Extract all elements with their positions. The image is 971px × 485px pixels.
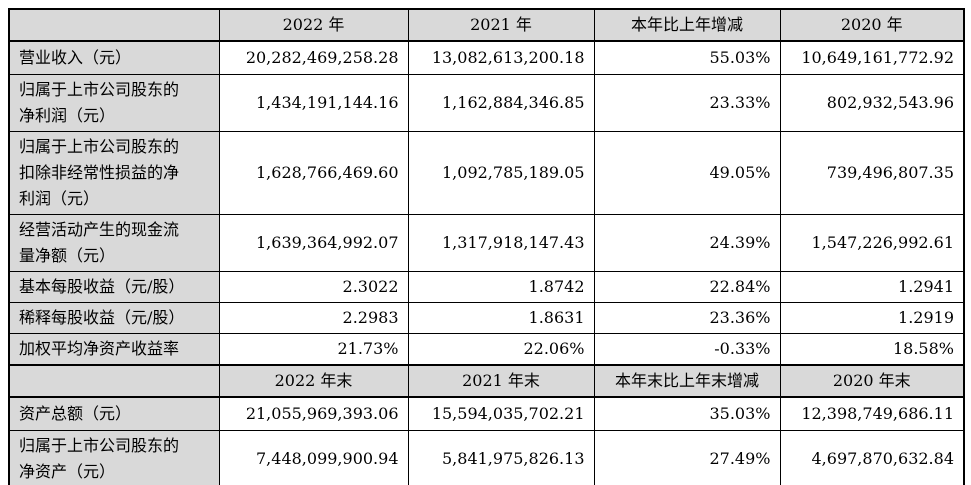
header-cell-2021: 2021 年: [407, 8, 595, 42]
header-cell-2021-end: 2021 年末: [407, 364, 595, 398]
table-row-diluted-eps: 稀释每股收益（元/股） 2.2983 1.8631 23.36% 1.2919: [8, 301, 965, 334]
value-cell: 13,082,613,200.18: [407, 40, 595, 75]
value-cell: 4,697,870,632.84: [779, 429, 965, 485]
value-cell: 1.8631: [407, 301, 595, 334]
row-label-cell: 归属于上市公司股东的 净利润（元）: [8, 73, 220, 132]
value-cell: 24.39%: [593, 213, 781, 272]
header-cell-2022-end: 2022 年末: [218, 364, 409, 398]
table-row-revenue: 营业收入（元） 20,282,469,258.28 13,082,613,200…: [8, 40, 965, 75]
header-row-annual: 2022 年 2021 年 本年比上年增减 2020 年: [8, 8, 965, 42]
value-cell: 12,398,749,686.11: [779, 396, 965, 431]
row-label-cell: 稀释每股收益（元/股）: [8, 301, 220, 334]
value-cell: 1,639,364,992.07: [218, 213, 409, 272]
table-row-net-profit: 归属于上市公司股东的 净利润（元） 1,434,191,144.16 1,162…: [8, 73, 965, 132]
value-cell: 49.05%: [593, 130, 781, 215]
value-cell: 15,594,035,702.21: [407, 396, 595, 431]
row-label-cell: 资产总额（元）: [8, 396, 220, 431]
value-cell: 35.03%: [593, 396, 781, 431]
value-cell: 1,317,918,147.43: [407, 213, 595, 272]
header-cell-2020-end: 2020 年末: [779, 364, 965, 398]
row-label-cell: 加权平均净资产收益率: [8, 332, 220, 366]
value-cell: 1,162,884,346.85: [407, 73, 595, 132]
value-cell: 1,092,785,189.05: [407, 130, 595, 215]
value-cell: 7,448,099,900.94: [218, 429, 409, 485]
value-cell: 21.73%: [218, 332, 409, 366]
value-cell: 1.2941: [779, 270, 965, 303]
table-row-operating-cash-flow: 经营活动产生的现金流 量净额（元） 1,639,364,992.07 1,317…: [8, 213, 965, 272]
value-cell: 21,055,969,393.06: [218, 396, 409, 431]
value-cell: 2.2983: [218, 301, 409, 334]
table-row-net-assets: 归属于上市公司股东的 净资产（元） 7,448,099,900.94 5,841…: [8, 429, 965, 485]
header-cell-2020: 2020 年: [779, 8, 965, 42]
row-label-cell: 营业收入（元）: [8, 40, 220, 75]
row-label-cell: 归属于上市公司股东的 净资产（元）: [8, 429, 220, 485]
value-cell: 18.58%: [779, 332, 965, 366]
value-cell: 23.36%: [593, 301, 781, 334]
value-cell: 27.49%: [593, 429, 781, 485]
value-cell: 739,496,807.35: [779, 130, 965, 215]
financial-summary-table: 2022 年 2021 年 本年比上年增减 2020 年 营业收入（元） 20,…: [8, 8, 965, 485]
value-cell: 1,434,191,144.16: [218, 73, 409, 132]
value-cell: 55.03%: [593, 40, 781, 75]
value-cell: -0.33%: [593, 332, 781, 366]
value-cell: 10,649,161,772.92: [779, 40, 965, 75]
value-cell: 1,628,766,469.60: [218, 130, 409, 215]
value-cell: 22.84%: [593, 270, 781, 303]
row-label-cell: 基本每股收益（元/股）: [8, 270, 220, 303]
table-row-total-assets: 资产总额（元） 21,055,969,393.06 15,594,035,702…: [8, 396, 965, 431]
header-cell-2022: 2022 年: [218, 8, 409, 42]
row-label-cell: 归属于上市公司股东的 扣除非经常性损益的净 利润（元）: [8, 130, 220, 215]
value-cell: 802,932,543.96: [779, 73, 965, 132]
value-cell: 5,841,975,826.13: [407, 429, 595, 485]
row-label-cell: 经营活动产生的现金流 量净额（元）: [8, 213, 220, 272]
value-cell: 23.33%: [593, 73, 781, 132]
table-row-basic-eps: 基本每股收益（元/股） 2.3022 1.8742 22.84% 1.2941: [8, 270, 965, 303]
header-cell-yoy-end-change: 本年末比上年末增减: [593, 364, 781, 398]
value-cell: 1.8742: [407, 270, 595, 303]
value-cell: 20,282,469,258.28: [218, 40, 409, 75]
header-corner-cell: [8, 8, 220, 42]
value-cell: 1.2919: [779, 301, 965, 334]
header-corner-cell: [8, 364, 220, 398]
value-cell: 2.3022: [218, 270, 409, 303]
header-row-year-end: 2022 年末 2021 年末 本年末比上年末增减 2020 年末: [8, 364, 965, 398]
table-row-weighted-avg-roe: 加权平均净资产收益率 21.73% 22.06% -0.33% 18.58%: [8, 332, 965, 366]
value-cell: 1,547,226,992.61: [779, 213, 965, 272]
header-cell-yoy-change: 本年比上年增减: [593, 8, 781, 42]
table-row-net-profit-excl-nonrecurring: 归属于上市公司股东的 扣除非经常性损益的净 利润（元） 1,628,766,46…: [8, 130, 965, 215]
value-cell: 22.06%: [407, 332, 595, 366]
